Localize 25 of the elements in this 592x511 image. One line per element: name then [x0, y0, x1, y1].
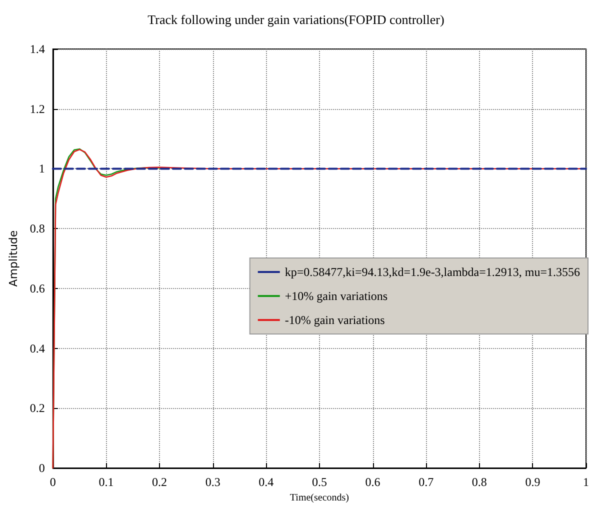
x-tick-label: 0.4 — [258, 475, 274, 489]
x-tick-label: 0.7 — [418, 475, 434, 489]
y-tick-label: 1.4 — [30, 42, 45, 56]
y-tick-label: 0 — [38, 461, 45, 475]
x-tick-label: 0 — [50, 475, 56, 489]
y-tick-label: 1 — [38, 162, 45, 176]
x-tick-label: 0.8 — [472, 475, 487, 489]
legend-label: +10% gain variations — [284, 289, 388, 303]
chart-title: Track following under gain variations(FOPID controller) — [148, 12, 444, 27]
y-tick-label: 0.8 — [30, 222, 45, 236]
x-axis-title: Time(seconds) — [290, 492, 349, 504]
legend-label: kp=0.58477,ki=94.13,kd=1.9e-3,lambda=1.2913, mu=1.3556 — [284, 265, 580, 279]
y-tick-label: 1.2 — [30, 102, 45, 116]
x-tick-label: 0.3 — [205, 475, 220, 489]
x-tick-label: 0.5 — [312, 475, 327, 489]
x-tick-label: 0.9 — [525, 475, 540, 489]
y-axis-title: Amplitude — [7, 230, 20, 287]
x-tick-label: 0.2 — [152, 475, 168, 489]
x-tick-label: 0.1 — [98, 475, 114, 489]
legend-label: -10% gain variations — [284, 313, 386, 327]
y-tick-label: 0.6 — [30, 281, 45, 296]
x-tick-label: 1 — [583, 475, 589, 489]
y-tick-label: 0.2 — [30, 401, 45, 416]
y-tick-label: 0.4 — [30, 341, 45, 356]
x-tick-label: 0.6 — [365, 475, 380, 489]
